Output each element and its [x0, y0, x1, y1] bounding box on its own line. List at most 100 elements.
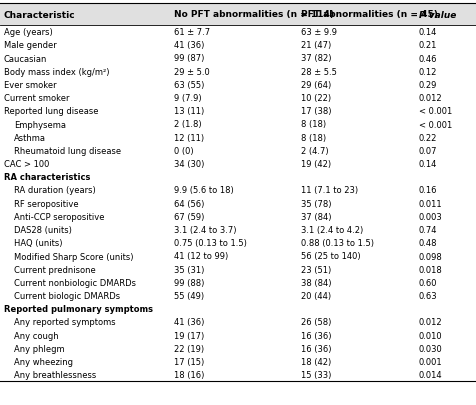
- Text: Any breathlessness: Any breathlessness: [14, 371, 96, 379]
- Text: CAC > 100: CAC > 100: [4, 160, 49, 169]
- Text: Ever smoker: Ever smoker: [4, 81, 56, 90]
- Text: 19 (17): 19 (17): [174, 331, 204, 340]
- Text: Current nonbiologic DMARDs: Current nonbiologic DMARDs: [14, 278, 136, 287]
- Text: 99 (88): 99 (88): [174, 278, 204, 287]
- Text: 63 ± 9.9: 63 ± 9.9: [300, 28, 336, 37]
- Text: 34 (30): 34 (30): [174, 160, 204, 169]
- Text: 19 (42): 19 (42): [300, 160, 330, 169]
- Text: 0.018: 0.018: [418, 265, 442, 274]
- Text: 3.1 (2.4 to 4.2): 3.1 (2.4 to 4.2): [300, 226, 362, 234]
- Text: 0.75 (0.13 to 1.5): 0.75 (0.13 to 1.5): [174, 239, 247, 248]
- Text: 0.60: 0.60: [418, 278, 436, 287]
- Text: 0.46: 0.46: [418, 54, 436, 63]
- Text: 12 (11): 12 (11): [174, 133, 204, 142]
- Text: 0.88 (0.13 to 1.5): 0.88 (0.13 to 1.5): [300, 239, 373, 248]
- Text: 0.001: 0.001: [418, 357, 442, 366]
- Text: 26 (58): 26 (58): [300, 318, 330, 327]
- Text: 0.012: 0.012: [418, 318, 442, 327]
- Text: Reported pulmonary symptoms: Reported pulmonary symptoms: [4, 305, 152, 313]
- Text: 0.003: 0.003: [418, 212, 442, 222]
- Text: 37 (84): 37 (84): [300, 212, 330, 222]
- Text: Male gender: Male gender: [4, 41, 57, 50]
- Text: 37 (82): 37 (82): [300, 54, 330, 63]
- Text: RA duration (years): RA duration (years): [14, 186, 96, 195]
- Text: 0.74: 0.74: [418, 226, 436, 234]
- Text: Rheumatoid lung disease: Rheumatoid lung disease: [14, 147, 121, 156]
- Text: 56 (25 to 140): 56 (25 to 140): [300, 252, 359, 261]
- Text: 0.48: 0.48: [418, 239, 436, 248]
- Text: PFT abnormalities (n = 45): PFT abnormalities (n = 45): [300, 11, 436, 19]
- Text: 0.010: 0.010: [418, 331, 442, 340]
- Text: 11 (7.1 to 23): 11 (7.1 to 23): [300, 186, 357, 195]
- Text: 9 (7.9): 9 (7.9): [174, 94, 201, 103]
- Text: 0.29: 0.29: [418, 81, 436, 90]
- Text: 17 (38): 17 (38): [300, 107, 330, 116]
- Text: 2 (4.7): 2 (4.7): [300, 147, 327, 156]
- Text: 41 (36): 41 (36): [174, 41, 204, 50]
- Text: Any cough: Any cough: [14, 331, 59, 340]
- Text: 2 (1.8): 2 (1.8): [174, 120, 201, 129]
- Text: 41 (36): 41 (36): [174, 318, 204, 327]
- Text: Body mass index (kg/m²): Body mass index (kg/m²): [4, 68, 109, 77]
- Text: Asthma: Asthma: [14, 133, 46, 142]
- Text: 41 (12 to 99): 41 (12 to 99): [174, 252, 228, 261]
- Text: 0.011: 0.011: [418, 199, 442, 208]
- Text: 18 (16): 18 (16): [174, 371, 204, 379]
- Text: 29 ± 5.0: 29 ± 5.0: [174, 68, 209, 77]
- Text: 63 (55): 63 (55): [174, 81, 204, 90]
- Text: 38 (84): 38 (84): [300, 278, 330, 287]
- Text: 29 (64): 29 (64): [300, 81, 330, 90]
- Text: Any wheezing: Any wheezing: [14, 357, 73, 366]
- Text: Caucasian: Caucasian: [4, 54, 47, 63]
- Text: 8 (18): 8 (18): [300, 133, 325, 142]
- Text: 17 (15): 17 (15): [174, 357, 204, 366]
- Text: Emphysema: Emphysema: [14, 120, 66, 129]
- Text: 9.9 (5.6 to 18): 9.9 (5.6 to 18): [174, 186, 233, 195]
- Bar: [0, 4, 476, 26]
- Text: 0.63: 0.63: [418, 291, 436, 301]
- Text: 22 (19): 22 (19): [174, 344, 204, 353]
- Text: 64 (56): 64 (56): [174, 199, 204, 208]
- Text: 0.21: 0.21: [418, 41, 436, 50]
- Text: 0.07: 0.07: [418, 147, 436, 156]
- Text: Current biologic DMARDs: Current biologic DMARDs: [14, 291, 120, 301]
- Text: < 0.001: < 0.001: [418, 120, 451, 129]
- Text: 18 (42): 18 (42): [300, 357, 330, 366]
- Text: 0.014: 0.014: [418, 371, 442, 379]
- Text: Any phlegm: Any phlegm: [14, 344, 65, 353]
- Text: 35 (31): 35 (31): [174, 265, 204, 274]
- Text: 8 (18): 8 (18): [300, 120, 325, 129]
- Text: DAS28 (units): DAS28 (units): [14, 226, 72, 234]
- Text: Age (years): Age (years): [4, 28, 52, 37]
- Text: Reported lung disease: Reported lung disease: [4, 107, 98, 116]
- Text: 0.14: 0.14: [418, 160, 436, 169]
- Text: 0.098: 0.098: [418, 252, 442, 261]
- Text: < 0.001: < 0.001: [418, 107, 451, 116]
- Text: 0.16: 0.16: [418, 186, 436, 195]
- Text: 0 (0): 0 (0): [174, 147, 193, 156]
- Text: 0.14: 0.14: [418, 28, 436, 37]
- Text: 0.030: 0.030: [418, 344, 442, 353]
- Text: 20 (44): 20 (44): [300, 291, 330, 301]
- Text: Anti-CCP seropositive: Anti-CCP seropositive: [14, 212, 105, 222]
- Text: 3.1 (2.4 to 3.7): 3.1 (2.4 to 3.7): [174, 226, 236, 234]
- Text: 0.22: 0.22: [418, 133, 436, 142]
- Text: 55 (49): 55 (49): [174, 291, 204, 301]
- Text: 99 (87): 99 (87): [174, 54, 204, 63]
- Text: 61 ± 7.7: 61 ± 7.7: [174, 28, 210, 37]
- Text: 23 (51): 23 (51): [300, 265, 330, 274]
- Text: 35 (78): 35 (78): [300, 199, 330, 208]
- Text: 0.12: 0.12: [418, 68, 436, 77]
- Text: 28 ± 5.5: 28 ± 5.5: [300, 68, 336, 77]
- Text: RF seropositive: RF seropositive: [14, 199, 79, 208]
- Text: 16 (36): 16 (36): [300, 331, 330, 340]
- Text: 0.012: 0.012: [418, 94, 442, 103]
- Text: RA characteristics: RA characteristics: [4, 173, 90, 182]
- Text: Current smoker: Current smoker: [4, 94, 69, 103]
- Text: Any reported symptoms: Any reported symptoms: [14, 318, 116, 327]
- Text: 13 (11): 13 (11): [174, 107, 204, 116]
- Text: 10 (22): 10 (22): [300, 94, 330, 103]
- Text: Modified Sharp Score (units): Modified Sharp Score (units): [14, 252, 134, 261]
- Text: 67 (59): 67 (59): [174, 212, 204, 222]
- Text: 15 (33): 15 (33): [300, 371, 330, 379]
